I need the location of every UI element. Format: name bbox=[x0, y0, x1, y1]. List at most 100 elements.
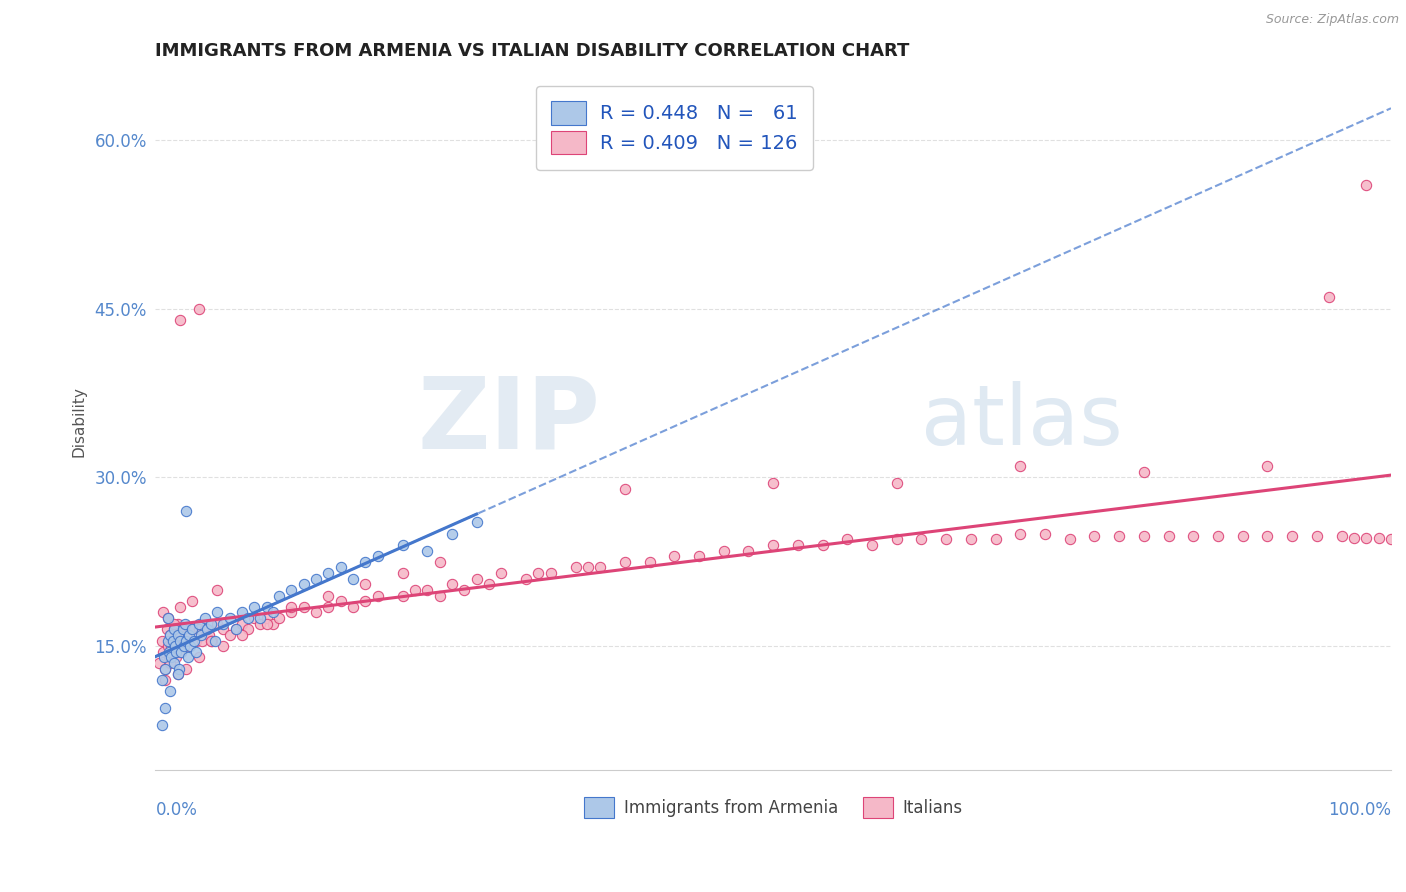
Point bbox=[212, 623, 235, 637]
Point bbox=[194, 623, 217, 637]
Point bbox=[170, 645, 193, 659]
Point bbox=[1108, 529, 1130, 543]
Point bbox=[787, 538, 810, 552]
Point bbox=[177, 639, 200, 653]
Point bbox=[540, 566, 562, 580]
Point bbox=[1281, 529, 1303, 543]
Point bbox=[1330, 529, 1353, 543]
Point bbox=[249, 611, 271, 625]
Point bbox=[231, 628, 253, 642]
Point bbox=[589, 560, 612, 574]
Text: atlas: atlas bbox=[921, 381, 1123, 462]
Point bbox=[342, 599, 364, 614]
Point bbox=[354, 594, 377, 608]
Point bbox=[190, 628, 212, 642]
Point bbox=[155, 673, 177, 687]
Point bbox=[429, 555, 451, 569]
Point bbox=[176, 650, 198, 665]
Point bbox=[170, 645, 193, 659]
Point bbox=[150, 673, 173, 687]
Point bbox=[218, 628, 240, 642]
Point bbox=[391, 538, 413, 552]
Point bbox=[155, 662, 177, 676]
Point bbox=[172, 623, 194, 637]
Point bbox=[249, 616, 271, 631]
Point bbox=[174, 616, 197, 631]
Point bbox=[187, 623, 209, 637]
Point bbox=[187, 616, 209, 631]
Point bbox=[152, 606, 174, 620]
Point bbox=[225, 623, 247, 637]
Point bbox=[205, 582, 228, 597]
Point bbox=[204, 633, 226, 648]
Point bbox=[177, 628, 200, 642]
Point bbox=[157, 650, 180, 665]
Point bbox=[280, 582, 302, 597]
Point bbox=[165, 645, 187, 659]
Point bbox=[638, 555, 661, 569]
Point bbox=[1232, 529, 1254, 543]
Point bbox=[256, 611, 278, 625]
Point bbox=[262, 616, 284, 631]
Point bbox=[150, 633, 173, 648]
Point bbox=[160, 650, 183, 665]
Point bbox=[167, 662, 190, 676]
Point bbox=[416, 543, 439, 558]
Point bbox=[187, 650, 209, 665]
Point bbox=[1256, 529, 1278, 543]
Text: 0.0%: 0.0% bbox=[156, 801, 197, 820]
Point bbox=[404, 582, 426, 597]
Point bbox=[280, 606, 302, 620]
Point bbox=[935, 533, 957, 547]
Point bbox=[576, 560, 599, 574]
Point bbox=[1206, 529, 1229, 543]
Point bbox=[886, 533, 908, 547]
Point bbox=[318, 566, 340, 580]
Text: Source: ZipAtlas.com: Source: ZipAtlas.com bbox=[1265, 13, 1399, 27]
Point bbox=[194, 611, 217, 625]
Text: IMMIGRANTS FROM ARMENIA VS ITALIAN DISABILITY CORRELATION CHART: IMMIGRANTS FROM ARMENIA VS ITALIAN DISAB… bbox=[156, 42, 910, 60]
Point bbox=[205, 616, 228, 631]
Point bbox=[165, 650, 187, 665]
Point bbox=[225, 623, 247, 637]
Point bbox=[1379, 533, 1402, 547]
Point bbox=[1317, 290, 1340, 304]
Point bbox=[318, 589, 340, 603]
Point bbox=[267, 589, 290, 603]
Point bbox=[342, 572, 364, 586]
Point bbox=[440, 526, 463, 541]
Point bbox=[465, 572, 488, 586]
Point bbox=[1059, 533, 1081, 547]
Point bbox=[173, 633, 195, 648]
Point bbox=[1306, 529, 1329, 543]
Point bbox=[163, 623, 186, 637]
Point bbox=[1355, 531, 1378, 545]
Point bbox=[984, 533, 1007, 547]
Point bbox=[157, 645, 180, 659]
Point bbox=[166, 667, 188, 681]
Point bbox=[1256, 459, 1278, 474]
Point bbox=[167, 639, 190, 653]
Point bbox=[440, 577, 463, 591]
Point bbox=[527, 566, 550, 580]
Point bbox=[318, 599, 340, 614]
Point bbox=[176, 662, 198, 676]
Point bbox=[155, 662, 177, 676]
Point bbox=[205, 606, 228, 620]
Point bbox=[329, 560, 352, 574]
Point bbox=[200, 616, 222, 631]
Point bbox=[148, 656, 170, 670]
Point bbox=[292, 599, 315, 614]
Point bbox=[156, 611, 179, 625]
Point bbox=[1010, 459, 1032, 474]
Point bbox=[183, 633, 205, 648]
Point bbox=[688, 549, 710, 564]
Point bbox=[197, 628, 219, 642]
Point bbox=[156, 639, 179, 653]
Point bbox=[200, 633, 222, 648]
Point bbox=[176, 628, 198, 642]
Point bbox=[186, 633, 208, 648]
Point bbox=[159, 628, 181, 642]
Point bbox=[391, 589, 413, 603]
Point bbox=[218, 611, 240, 625]
